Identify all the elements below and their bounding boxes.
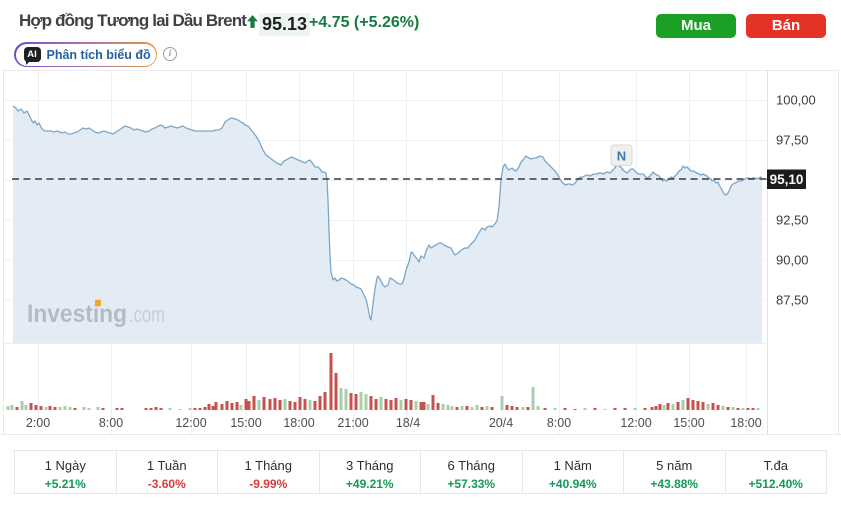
svg-text:92,50: 92,50 [776, 213, 809, 228]
svg-text:2:00: 2:00 [26, 416, 50, 430]
svg-text:15:00: 15:00 [673, 416, 704, 430]
svg-text:8:00: 8:00 [99, 416, 123, 430]
svg-text:20/4: 20/4 [489, 416, 513, 430]
svg-text:87,50: 87,50 [776, 293, 809, 308]
svg-text:.com: .com [129, 302, 165, 327]
svg-text:12:00: 12:00 [175, 416, 206, 430]
svg-text:100,00: 100,00 [776, 93, 816, 108]
svg-text:97,50: 97,50 [776, 133, 809, 148]
svg-text:21:00: 21:00 [337, 416, 368, 430]
svg-text:90,00: 90,00 [776, 253, 809, 268]
svg-text:N: N [617, 149, 626, 164]
svg-text:18:00: 18:00 [283, 416, 314, 430]
svg-text:18:00: 18:00 [730, 416, 761, 430]
svg-text:95,10: 95,10 [770, 172, 804, 187]
svg-text:Investing: Investing [27, 300, 127, 328]
svg-text:18/4: 18/4 [396, 416, 420, 430]
svg-text:15:00: 15:00 [230, 416, 261, 430]
svg-text:12:00: 12:00 [620, 416, 651, 430]
svg-text:8:00: 8:00 [547, 416, 571, 430]
